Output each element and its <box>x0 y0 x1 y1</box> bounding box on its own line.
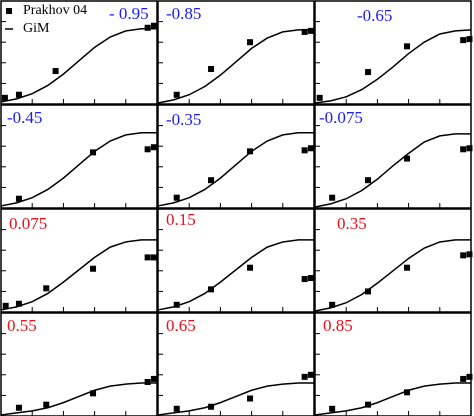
data-point <box>43 401 50 408</box>
data-point <box>365 177 372 184</box>
data-point <box>307 371 314 378</box>
data-point <box>404 264 411 271</box>
data-point <box>144 146 151 153</box>
data-point <box>2 302 9 309</box>
model-curve <box>314 382 471 416</box>
panel-label: 0.15 <box>166 210 196 229</box>
data-point <box>208 403 215 410</box>
data-point <box>307 275 314 282</box>
model-curve <box>0 239 157 311</box>
data-point <box>144 24 151 31</box>
data-point <box>150 254 157 261</box>
model-curve <box>157 132 314 207</box>
model-curve <box>314 29 472 104</box>
panel-label: -0.65 <box>357 6 392 25</box>
panel-label: 0.55 <box>7 316 37 335</box>
data-point <box>15 300 22 307</box>
data-point <box>173 301 180 308</box>
data-point <box>316 94 323 101</box>
panel-frame <box>157 208 315 313</box>
model-curve <box>314 133 471 208</box>
data-point <box>208 65 215 72</box>
panel-label: 0.65 <box>166 316 196 335</box>
panel-frame <box>314 104 472 209</box>
data-point <box>301 28 308 35</box>
data-point <box>150 22 157 29</box>
data-point <box>15 91 22 98</box>
data-point <box>329 194 336 201</box>
panel-label: 0.85 <box>323 316 353 335</box>
panel-frame <box>0 0 158 105</box>
panel-frame <box>314 312 472 416</box>
legend-marker <box>6 8 12 14</box>
data-point <box>460 252 467 259</box>
model-curve <box>157 29 314 104</box>
data-point <box>150 144 157 151</box>
data-point <box>90 265 97 272</box>
data-point <box>365 69 372 76</box>
data-point <box>301 373 308 380</box>
data-point <box>404 389 411 396</box>
data-point <box>466 145 473 152</box>
data-point <box>1 94 8 101</box>
data-point <box>301 147 308 154</box>
data-point <box>247 395 254 402</box>
model-curve <box>0 382 157 416</box>
data-point <box>460 37 467 44</box>
panel-frame <box>314 0 472 105</box>
data-point <box>43 285 50 292</box>
panel-frame <box>157 312 315 416</box>
data-point <box>52 68 59 75</box>
data-point <box>173 194 180 201</box>
data-point <box>247 148 254 155</box>
panel-label: -0.45 <box>7 108 42 127</box>
data-point <box>307 145 314 152</box>
panel-frame <box>0 208 158 313</box>
data-point <box>365 288 372 295</box>
data-point <box>144 379 151 386</box>
panel-frame <box>0 312 158 416</box>
data-point <box>466 373 473 380</box>
model-curve <box>314 239 471 312</box>
data-point <box>460 146 467 153</box>
data-point <box>173 405 180 412</box>
panel-label: -0.075 <box>319 108 363 127</box>
panel-label: -0.35 <box>166 110 201 129</box>
data-point <box>15 404 22 411</box>
legend-label: GiM <box>23 21 50 36</box>
panel-label: 0.35 <box>337 214 367 233</box>
panel-label: -0.85 <box>166 4 201 23</box>
model-curve <box>157 239 314 311</box>
data-point <box>15 195 22 202</box>
panel-frame <box>0 104 158 209</box>
panel-frame <box>157 104 315 209</box>
data-point <box>144 254 151 261</box>
data-point <box>329 301 336 308</box>
panel-frame <box>157 0 315 105</box>
data-point <box>301 276 308 283</box>
data-point <box>404 43 411 50</box>
data-point <box>466 36 473 43</box>
data-point <box>208 177 215 184</box>
data-point <box>150 375 157 382</box>
data-point <box>247 39 254 46</box>
data-point <box>460 375 467 382</box>
model-curve <box>0 28 157 103</box>
data-point <box>307 27 314 34</box>
panel-frame <box>314 208 472 313</box>
model-curve <box>0 132 157 207</box>
panel-label: 0.075 <box>9 214 47 233</box>
data-point <box>247 264 254 271</box>
model-curve <box>157 382 314 416</box>
data-point <box>173 91 180 98</box>
data-point <box>404 155 411 162</box>
data-point <box>365 401 372 408</box>
legend-label: Prakhov 04 <box>23 3 87 18</box>
data-point <box>90 390 97 397</box>
panel-label: - 0.95 <box>109 4 149 23</box>
data-point <box>466 251 473 258</box>
data-point <box>329 405 336 412</box>
